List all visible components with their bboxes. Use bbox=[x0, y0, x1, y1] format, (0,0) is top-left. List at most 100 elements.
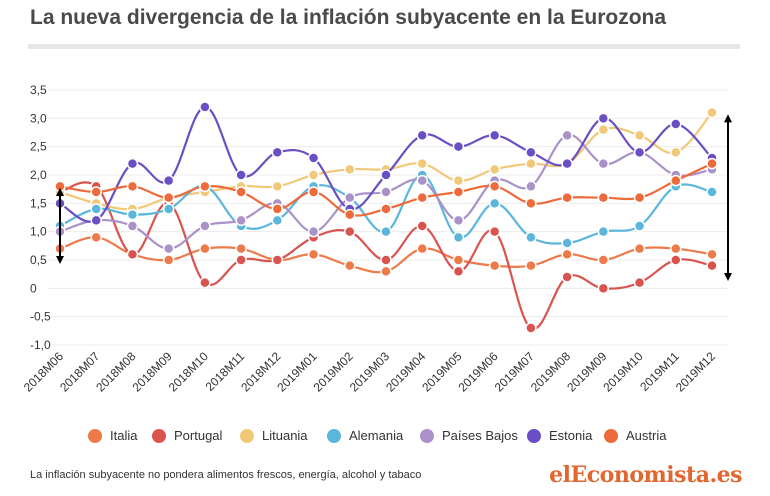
data-point-austria bbox=[344, 208, 356, 221]
chart-title: La nueva divergencia de la inflación sub… bbox=[30, 6, 667, 29]
data-point-portugal bbox=[416, 220, 428, 232]
legend-item: Austria bbox=[604, 428, 666, 443]
y-tick-label: 2,0 bbox=[30, 168, 47, 182]
data-point-lituania bbox=[597, 123, 610, 136]
data-point-austria bbox=[235, 186, 247, 198]
data-point-italia bbox=[706, 248, 718, 261]
data-point-estonia bbox=[126, 157, 139, 170]
data-point-paises-bajos bbox=[162, 242, 175, 255]
series-austria bbox=[54, 157, 718, 221]
data-point-estonia bbox=[271, 146, 284, 159]
data-point-italia bbox=[597, 254, 610, 266]
data-point-paises-bajos bbox=[561, 129, 573, 142]
legend: Italia Portugal Lituania Alemania Países Baj… bbox=[0, 428, 770, 450]
data-point-lituania bbox=[307, 169, 320, 181]
data-point-italia bbox=[199, 242, 211, 255]
data-point-austria bbox=[488, 180, 501, 193]
data-point-lituania bbox=[670, 146, 682, 159]
legend-swatch bbox=[240, 428, 254, 443]
data-point-alemania bbox=[525, 231, 537, 244]
legend-label: Países Bajos bbox=[442, 428, 518, 443]
legend-label: Lituania bbox=[262, 428, 308, 443]
data-point-alemania bbox=[706, 186, 718, 198]
data-point-austria bbox=[380, 203, 392, 215]
data-point-austria bbox=[706, 157, 718, 170]
data-point-estonia bbox=[416, 129, 428, 142]
data-point-alemania bbox=[561, 237, 573, 249]
data-point-austria bbox=[670, 174, 682, 187]
legend-item: Italia bbox=[88, 428, 137, 443]
data-point-portugal bbox=[452, 265, 465, 278]
data-point-italia bbox=[561, 248, 573, 261]
data-point-alemania bbox=[126, 208, 139, 221]
data-point-austria bbox=[90, 186, 102, 198]
data-point-italia bbox=[90, 231, 102, 244]
data-point-portugal bbox=[597, 282, 610, 295]
legend-swatch bbox=[420, 428, 434, 443]
legend-swatch bbox=[527, 428, 541, 443]
data-point-paises-bajos bbox=[380, 186, 392, 198]
data-point-estonia bbox=[162, 174, 175, 187]
data-point-austria bbox=[561, 191, 573, 204]
data-point-italia bbox=[633, 242, 646, 255]
data-point-alemania bbox=[452, 231, 465, 244]
x-tick-label: 2018M10 bbox=[166, 349, 212, 395]
x-tick-label: 2019M12 bbox=[673, 349, 719, 395]
data-point-austria bbox=[307, 186, 320, 198]
series-italia bbox=[54, 231, 718, 278]
data-point-estonia bbox=[597, 112, 610, 125]
data-point-estonia bbox=[235, 169, 247, 181]
legend-item: Estonia bbox=[527, 428, 592, 443]
legend-label: Portugal bbox=[174, 428, 223, 443]
title-divider bbox=[28, 44, 740, 49]
line-chart: -1,0 -0,5 0 0,5 1,0 1,5 2,0 2,5 3,0 3,5 2018M0620… bbox=[21, 83, 732, 395]
data-point-austria bbox=[126, 180, 139, 193]
legend-item: Países Bajos bbox=[420, 428, 518, 443]
data-point-estonia bbox=[90, 214, 102, 227]
data-point-portugal bbox=[488, 225, 501, 238]
data-point-estonia bbox=[525, 146, 537, 159]
data-point-paises-bajos bbox=[597, 157, 610, 170]
y-tick-label: 3,5 bbox=[30, 83, 47, 97]
legend-swatch bbox=[88, 428, 102, 443]
data-point-estonia bbox=[633, 146, 646, 159]
data-point-lituania bbox=[525, 157, 537, 170]
data-point-paises-bajos bbox=[344, 191, 356, 204]
data-point-lituania bbox=[488, 163, 501, 176]
data-point-portugal bbox=[525, 322, 537, 334]
data-point-portugal bbox=[344, 225, 356, 238]
data-point-italia bbox=[307, 248, 320, 261]
data-point-lituania bbox=[271, 180, 284, 193]
data-point-paises-bajos bbox=[307, 225, 320, 238]
data-point-alemania bbox=[488, 197, 501, 210]
x-tick-label: 2019M10 bbox=[600, 349, 646, 395]
data-point-portugal bbox=[235, 254, 247, 266]
data-point-paises-bajos bbox=[199, 220, 211, 232]
data-point-austria bbox=[633, 191, 646, 204]
data-point-austria bbox=[452, 186, 465, 198]
data-point-paises-bajos bbox=[525, 180, 537, 193]
data-point-lituania bbox=[452, 174, 465, 187]
grid-layer bbox=[48, 89, 728, 346]
y-tick-label: 0 bbox=[30, 281, 37, 295]
y-tick-label: 3,0 bbox=[30, 111, 47, 125]
data-point-alemania bbox=[90, 203, 102, 215]
data-point-alemania bbox=[380, 225, 392, 238]
data-point-austria bbox=[525, 197, 537, 210]
legend-swatch bbox=[604, 428, 618, 443]
data-point-italia bbox=[162, 254, 175, 266]
y-tick-label: 2,5 bbox=[30, 140, 47, 154]
data-point-portugal bbox=[380, 254, 392, 266]
data-point-lituania bbox=[344, 163, 356, 176]
brand-logo: elEconomista.es bbox=[549, 462, 742, 488]
data-point-alemania bbox=[633, 220, 646, 232]
data-point-portugal bbox=[271, 254, 284, 266]
y-tick-labels: -1,0 -0,5 0 0,5 1,0 1,5 2,0 2,5 3,0 3,5 bbox=[30, 83, 51, 352]
legend-item: Portugal bbox=[152, 428, 222, 443]
data-point-portugal bbox=[199, 276, 211, 289]
data-point-italia bbox=[452, 254, 465, 266]
data-point-italia bbox=[670, 242, 682, 255]
data-point-portugal bbox=[633, 276, 646, 289]
data-point-paises-bajos bbox=[126, 220, 139, 232]
data-point-paises-bajos bbox=[235, 214, 247, 227]
